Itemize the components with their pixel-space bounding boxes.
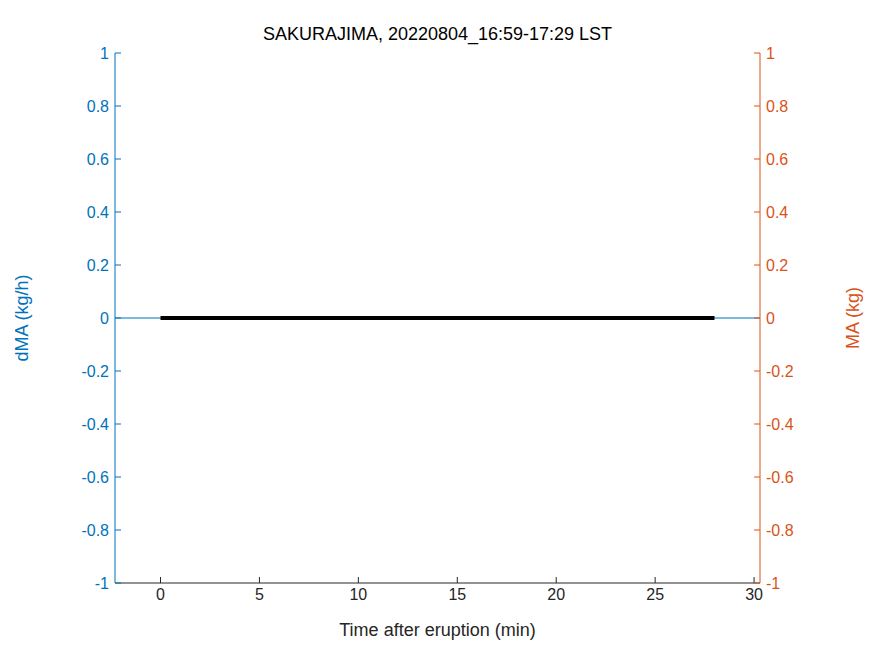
- svg-text:-0.4: -0.4: [766, 416, 794, 433]
- svg-text:0.4: 0.4: [766, 204, 788, 221]
- svg-text:0.8: 0.8: [87, 98, 109, 115]
- svg-text:0.6: 0.6: [87, 151, 109, 168]
- svg-text:1: 1: [766, 45, 775, 62]
- svg-text:0.8: 0.8: [766, 98, 788, 115]
- svg-text:-0.4: -0.4: [81, 416, 109, 433]
- html-text:MA (kg): MA (kg): [842, 287, 863, 349]
- svg-text:-0.2: -0.2: [81, 363, 109, 380]
- svg-text:10: 10: [349, 586, 367, 603]
- svg-text:5: 5: [255, 586, 264, 603]
- svg-text:-1: -1: [95, 575, 109, 592]
- svg-text:20: 20: [547, 586, 565, 603]
- svg-text:-0.8: -0.8: [766, 522, 794, 539]
- svg-text:1: 1: [100, 45, 109, 62]
- html-text:dMA (kg/h): dMA (kg/h): [11, 274, 32, 362]
- svg-text:0.2: 0.2: [87, 257, 109, 274]
- svg-text:0: 0: [100, 310, 109, 327]
- svg-text:-0.6: -0.6: [81, 469, 109, 486]
- html-text:SAKURAJIMA, 20220804_16:59-17:: SAKURAJIMA, 20220804_16:59-17:29 LST: [262, 24, 613, 44]
- svg-text:-0.8: -0.8: [81, 522, 109, 539]
- svg-text:-0.6: -0.6: [766, 469, 794, 486]
- svg-text:25: 25: [646, 586, 664, 603]
- html-text:Time after eruption (min): Time after eruption (min): [339, 620, 536, 640]
- svg-text:0.6: 0.6: [766, 151, 788, 168]
- svg-text:0: 0: [766, 310, 775, 327]
- svg-text:0.2: 0.2: [766, 257, 788, 274]
- svg-text:-0.2: -0.2: [766, 363, 794, 380]
- svg-text:30: 30: [745, 586, 763, 603]
- svg-text:0: 0: [156, 586, 165, 603]
- svg-text:-1: -1: [766, 575, 780, 592]
- svg-text:15: 15: [448, 586, 466, 603]
- svg-text:0.4: 0.4: [87, 204, 109, 221]
